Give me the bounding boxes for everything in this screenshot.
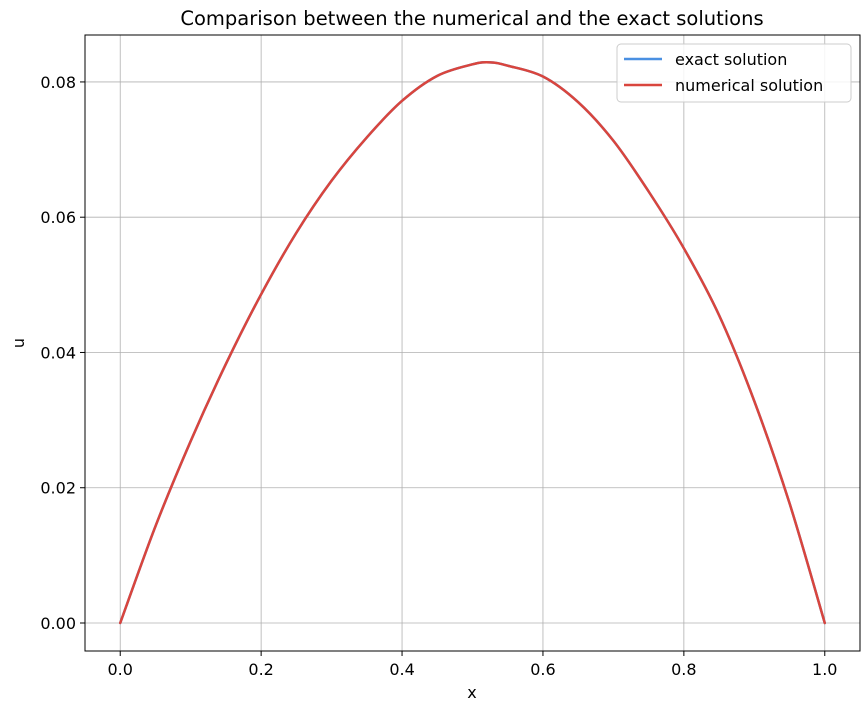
y-tick-label: 0.04 [40,343,76,362]
legend-label-numerical-solution: numerical solution [675,76,823,95]
y-axis-label: u [9,338,28,348]
x-axis-ticks: 0.0 0.2 0.4 0.6 0.8 1.0 [108,651,837,679]
y-tick-label: 0.02 [40,479,76,498]
series-lines [118,60,827,625]
x-tick-label: 1.0 [812,660,837,679]
legend-box [616,43,852,103]
x-axis-label: x [467,683,476,702]
y-axis-ticks: 0.00 0.02 0.04 0.06 0.08 [40,73,85,633]
legend-label-exact-solution: exact solution [675,50,787,69]
plot-area-frame [84,34,861,652]
x-tick-label: 0.2 [248,660,273,679]
x-tick-label: 0.4 [389,660,414,679]
x-tick-label: 0.0 [108,660,133,679]
y-tick-label: 0.00 [40,614,76,633]
x-tick-label: 0.6 [530,660,555,679]
y-tick-label: 0.06 [40,208,76,227]
legend: exact solution numerical solution [616,43,852,103]
x-tick-label: 0.8 [671,660,696,679]
series-line-numerical-solution [118,60,827,625]
y-tick-label: 0.08 [40,73,76,92]
chart-title: Comparison between the numerical and the… [180,7,763,30]
